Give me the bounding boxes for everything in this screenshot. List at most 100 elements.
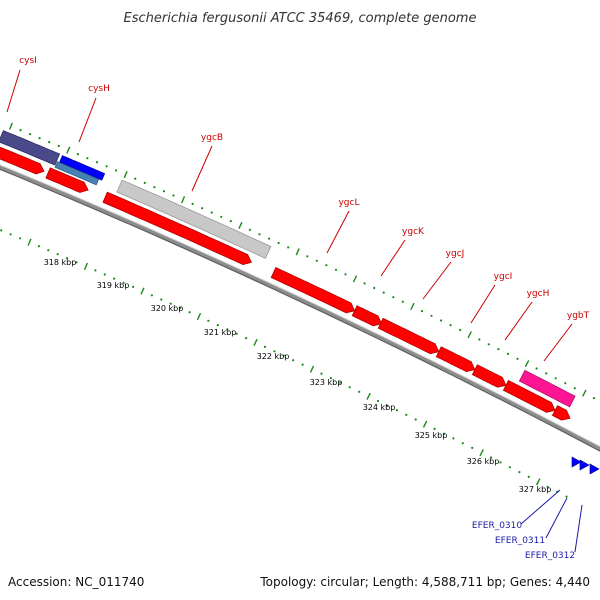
minor-dot: [268, 237, 271, 240]
blue-feature-2: [579, 459, 590, 471]
gene-label-EFER_0312: EFER_0312: [525, 551, 575, 561]
minor-dot: [37, 245, 41, 248]
minor-dot: [38, 137, 41, 140]
backbone-shadow: [0, 168, 600, 452]
minor-dot: [546, 485, 549, 488]
minor-dot: [287, 246, 290, 249]
major-tick: [366, 392, 371, 400]
major-tick: [238, 221, 243, 229]
minor-dot: [535, 367, 538, 370]
minor-dot: [306, 255, 309, 258]
gene-ygcH: [471, 364, 507, 388]
minor-dot: [169, 302, 172, 305]
major-tick: [295, 248, 300, 256]
minor-dot: [263, 345, 266, 348]
gene-cysI: [0, 146, 45, 175]
leader-line-ygcB: [191, 145, 213, 192]
leader-line-EFER_0312: [574, 504, 583, 553]
kbp-tick-5: 322 kbp: [257, 352, 290, 361]
kbp-tick-4: 321 kbp: [204, 328, 237, 337]
blue-features: [571, 456, 600, 475]
minor-dot: [527, 475, 530, 478]
minor-dot: [376, 399, 380, 403]
minor-dot: [207, 319, 210, 322]
minor-dot: [191, 202, 194, 205]
minor-dot: [405, 413, 408, 416]
minor-dot: [94, 269, 97, 272]
minor-dot: [382, 291, 385, 294]
outer-dotted-line: [8, 122, 596, 400]
feature-cysH-steel: [54, 161, 100, 186]
minor-dot: [134, 177, 137, 180]
minor-dot: [277, 241, 280, 245]
minor-dot: [363, 282, 366, 285]
kbp-tick-6: 323 kbp: [310, 378, 343, 387]
minor-dot: [420, 310, 424, 313]
minor-dot: [162, 190, 165, 193]
major-tick: [8, 122, 13, 130]
gene-cysH: [45, 167, 89, 193]
gene-label-cysI: cysI: [19, 56, 37, 66]
minor-dot: [76, 153, 79, 156]
gene-label-ygcI: ygcI: [494, 272, 513, 282]
minor-dot: [172, 194, 175, 197]
minor-dot: [179, 306, 182, 310]
minor-dot: [216, 324, 219, 327]
major-tick: [582, 389, 587, 397]
feature-cysH-blue: [59, 155, 106, 181]
minor-dot: [113, 277, 116, 280]
leader-line-EFER_0310: [520, 489, 561, 525]
minor-dot: [153, 186, 156, 189]
minor-dot: [440, 319, 443, 322]
feature-cysI-region: [0, 130, 61, 166]
major-tick: [123, 171, 128, 179]
minor-dot: [235, 332, 238, 335]
minor-dot: [229, 220, 232, 223]
gene-label-EFER_0310: EFER_0310: [472, 521, 522, 531]
minor-dot: [122, 281, 125, 284]
minor-dot: [334, 268, 338, 271]
major-tick: [524, 360, 530, 368]
minor-dot: [245, 337, 248, 340]
major-tick: [352, 275, 358, 283]
dotted-guide-lines: [0, 122, 596, 498]
minor-dot: [478, 338, 481, 341]
major-tick: [535, 478, 541, 486]
genome-backbone: [0, 164, 600, 452]
major-tick: [27, 238, 32, 246]
minor-dot: [0, 229, 3, 232]
kbp-tick-10: 327 kbp: [519, 485, 552, 494]
major-tick: [196, 312, 202, 321]
minor-dot: [19, 129, 22, 132]
kbp-tick-2: 319 kbp: [97, 281, 130, 290]
minor-dot: [273, 350, 276, 353]
minor-dot: [358, 390, 361, 393]
leader-line-cysH: [78, 97, 97, 143]
minor-dot: [392, 296, 395, 299]
gene-label-ygcL: ygcL: [338, 198, 359, 208]
minor-dot: [329, 377, 332, 380]
minor-dot: [210, 211, 213, 214]
minor-dot: [461, 442, 464, 445]
leader-line-ygcJ: [422, 261, 452, 300]
minor-dot: [545, 372, 548, 375]
gene-ygcB: [102, 191, 252, 266]
minor-dot: [433, 427, 436, 430]
minor-dot: [339, 381, 342, 384]
minor-dot: [449, 324, 452, 327]
minor-dot: [248, 228, 251, 231]
minor-dot: [471, 446, 474, 449]
gene-label-EFER_0311: EFER_0311: [495, 536, 545, 546]
gene-label-cysH: cysH: [88, 84, 110, 94]
minor-dot: [143, 181, 146, 184]
minor-dot: [386, 404, 389, 407]
gene-features: [0, 130, 600, 475]
minor-dot: [564, 382, 567, 385]
minor-dot: [57, 144, 60, 148]
minor-dot: [442, 432, 446, 435]
minor-dot: [348, 386, 351, 389]
major-tick: [180, 196, 186, 204]
gene-label-ygcB: ygcB: [201, 133, 223, 143]
minor-dot: [518, 471, 521, 474]
minor-dot: [395, 409, 398, 412]
